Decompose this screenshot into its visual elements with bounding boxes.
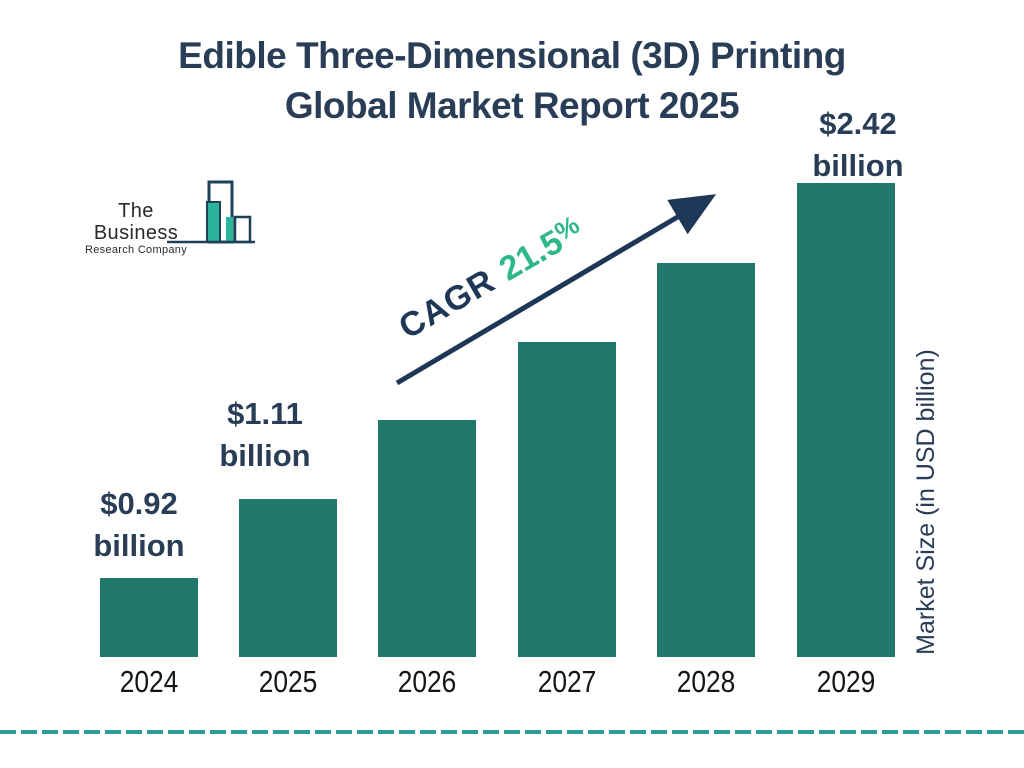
dashed-divider-line — [0, 730, 1024, 734]
y-axis-label: Market Size (in USD billion) — [912, 349, 940, 655]
x-tick-2024: 2024 — [119, 664, 179, 699]
bar-2024 — [100, 578, 198, 657]
x-tick-2029: 2029 — [816, 664, 876, 699]
growth-arrow-icon — [395, 194, 717, 386]
x-tick-2025: 2025 — [258, 664, 318, 699]
chart-title-line1: Edible Three-Dimensional (3D) Printing — [178, 35, 846, 76]
bar-2027 — [518, 342, 616, 657]
company-name-line2: Research Company — [84, 244, 187, 256]
bar-2025 — [239, 499, 337, 657]
company-logo: The Business Research Company — [78, 180, 268, 256]
bar-2028 — [657, 263, 755, 657]
chart-title-line2: Global Market Report 2025 — [284, 85, 740, 126]
company-logo-text: The Business Research Company — [78, 200, 194, 257]
bar-2029 — [797, 183, 895, 657]
bar-2026 — [378, 420, 476, 657]
x-tick-2027: 2027 — [537, 664, 597, 699]
value-label-2029: $2.42 billion — [812, 106, 904, 183]
x-tick-2026: 2026 — [397, 664, 457, 699]
bar-chart-logo-icon — [167, 180, 255, 244]
chart-title: Edible Three-Dimensional (3D) Printing G… — [0, 31, 1024, 131]
value-label-2025: $1.11 billion — [219, 396, 311, 473]
value-label-2024: $0.92 billion — [93, 486, 185, 563]
company-name-line1: The Business — [93, 200, 179, 244]
x-tick-2028: 2028 — [676, 664, 736, 699]
